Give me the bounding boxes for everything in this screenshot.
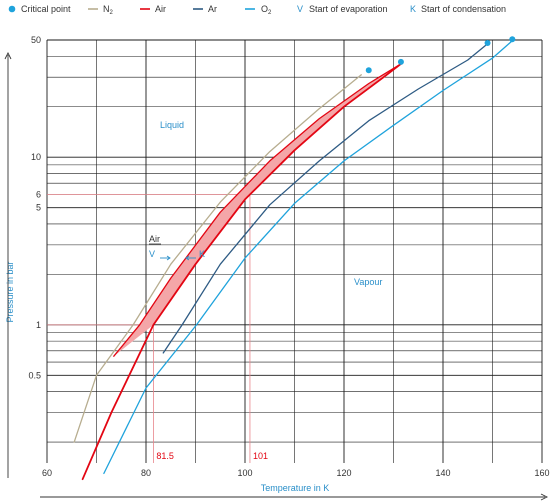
legend-k-letter: K	[410, 4, 416, 14]
x-tick-label: 140	[435, 468, 450, 478]
reference-value-label: 81.5	[156, 451, 174, 461]
legend-o2-label-sub: 2	[268, 10, 272, 16]
series-line-air-v	[113, 63, 402, 357]
chart-annotations: Liquid Vapour Air V K	[149, 120, 382, 287]
x-tick-label: 100	[237, 468, 252, 478]
y-tick-label: 0.5	[28, 370, 41, 380]
critical-point-ar	[484, 39, 491, 46]
critical-points	[365, 36, 516, 74]
air-band-label: Air	[149, 234, 160, 244]
legend-o2-label-main: O	[261, 4, 268, 14]
legend-v-letter: V	[297, 4, 303, 14]
critical-point-o2	[509, 36, 516, 43]
x-tick-label: 160	[534, 468, 549, 478]
x-tick-label: 80	[141, 468, 151, 478]
y-tick-label: 6	[36, 189, 41, 199]
condensation-marker-arrowhead	[185, 255, 190, 261]
critical-point-air	[397, 58, 404, 65]
reference-lines: 81.5 101	[47, 193, 268, 463]
vapour-region-label: Vapour	[354, 277, 382, 287]
legend-o2-label: O2	[261, 4, 272, 16]
x-axis-title: Temperature in K	[261, 483, 330, 493]
legend-critical-point-icon	[8, 5, 16, 13]
air-two-phase-band	[113, 63, 401, 357]
evaporation-marker-arrowhead	[166, 255, 171, 261]
y-axis-arrowhead	[4, 51, 12, 60]
y-axis-title: Pressure in bar	[5, 261, 15, 322]
legend-air-label: Air	[155, 4, 166, 14]
legend-ar-label: Ar	[208, 4, 217, 14]
liquid-region-label: Liquid	[160, 120, 184, 130]
x-axis-arrowhead	[540, 493, 549, 501]
series-line-air-k	[81, 63, 402, 481]
evaporation-marker-label: V	[149, 249, 155, 259]
chart-axes: Pressure in bar Temperature in K	[4, 51, 549, 501]
y-tick-label: 10	[31, 152, 41, 162]
condensation-marker-label: K	[199, 249, 205, 259]
legend-critical-point-label: Critical point	[21, 4, 71, 14]
x-tick-label: 60	[42, 468, 52, 478]
y-tick-label: 5	[36, 203, 41, 213]
legend-v-label: Start of evaporation	[309, 4, 388, 14]
critical-point-n2	[365, 67, 372, 74]
legend-n2-label-main: N	[103, 4, 110, 14]
series-line-n2	[73, 74, 362, 443]
legend-n2-label: N2	[103, 4, 114, 16]
legend-n2-label-sub: 2	[110, 10, 114, 16]
axis-ticks: 60 80 100 120 140 160 0.5 1 5 6 10 50	[28, 35, 549, 478]
chart-grid	[46, 39, 543, 463]
chart-legend: Critical point N2 Air Ar O2 V Start of e…	[8, 4, 506, 16]
y-tick-label: 50	[31, 35, 41, 45]
y-tick-label: 1	[36, 320, 41, 330]
reference-value-label: 101	[253, 451, 268, 461]
chart-series	[73, 40, 513, 481]
x-tick-label: 120	[336, 468, 351, 478]
legend-k-label: Start of condensation	[421, 4, 506, 14]
series-line-o2	[103, 40, 513, 475]
series-line-ar	[162, 43, 489, 354]
